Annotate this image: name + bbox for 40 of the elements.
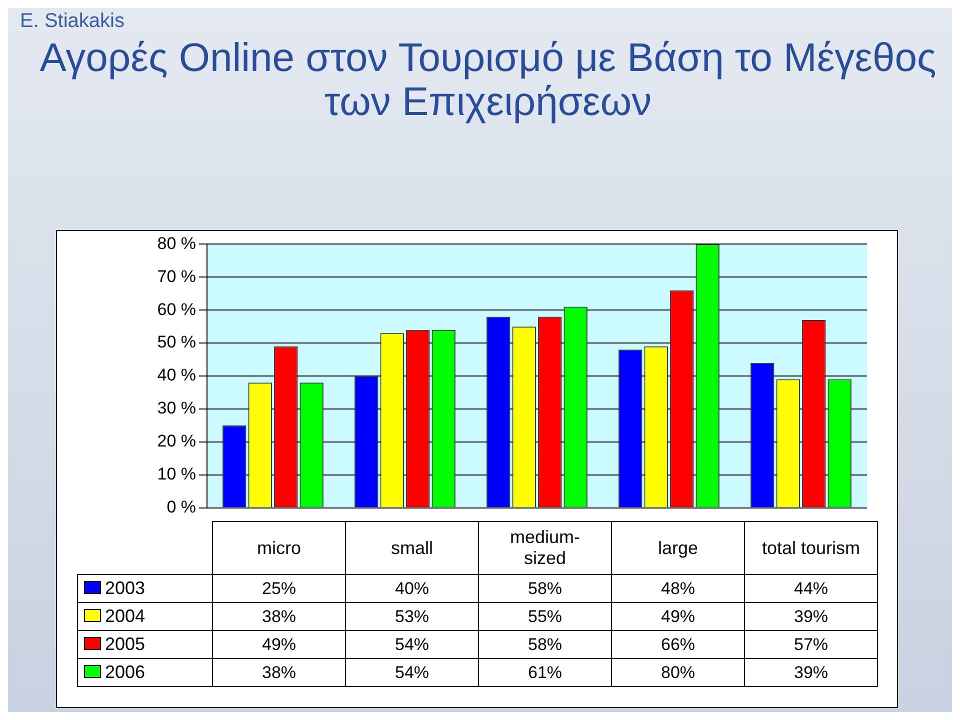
data-label: 49% xyxy=(212,630,346,658)
data-label: 54% xyxy=(346,630,478,658)
data-label: 58% xyxy=(478,574,612,602)
y-tick-label: 70 % xyxy=(157,266,196,286)
y-tick-label: 10 % xyxy=(157,464,196,484)
y-tick-label: 20 % xyxy=(157,432,196,451)
legend-label: 2005 xyxy=(78,630,212,658)
data-label: 55% xyxy=(478,602,612,630)
data-label: 61% xyxy=(478,658,612,686)
data-label: 57% xyxy=(744,630,878,658)
data-label: 80% xyxy=(612,658,744,686)
data-label: 39% xyxy=(744,658,878,686)
y-tick-label: 80 % xyxy=(157,234,196,253)
data-label: 53% xyxy=(346,602,478,630)
data-label: 49% xyxy=(612,602,744,630)
data-label: 40% xyxy=(346,574,478,602)
data-label: 48% xyxy=(612,574,744,602)
data-label: 58% xyxy=(478,630,612,658)
text: E. Stiakakis xyxy=(20,10,124,33)
chart-title: Αγορές Online στον Τουρισμό με Βάση το Μέγεθος των Επιχειρήσεων xyxy=(38,36,938,124)
y-tick-label: 50 % xyxy=(157,332,196,352)
data-label: 66% xyxy=(612,630,744,658)
data-label: 39% xyxy=(744,602,878,630)
data-label: 54% xyxy=(346,658,478,686)
y-tick-label: 40 % xyxy=(157,366,196,385)
data-label: 44% xyxy=(744,574,878,602)
x-tick-label: small xyxy=(346,522,478,574)
legend-label: 2004 xyxy=(78,602,212,630)
data-label: 25% xyxy=(212,574,346,602)
x-tick-label: large xyxy=(612,522,744,574)
y-tick-label: 0 % xyxy=(166,497,196,516)
legend-label: 2003 xyxy=(78,574,212,602)
legend-label: 2006 xyxy=(78,658,212,686)
y-tick-label: 30 % xyxy=(157,398,196,418)
data-label: 38% xyxy=(212,658,346,686)
y-tick-label: 60 % xyxy=(157,300,196,319)
data-label: 38% xyxy=(212,602,346,630)
x-tick-label: total tourism xyxy=(744,522,878,574)
x-tick-label: micro xyxy=(212,522,346,574)
x-tick-label: medium-sized xyxy=(478,522,612,574)
